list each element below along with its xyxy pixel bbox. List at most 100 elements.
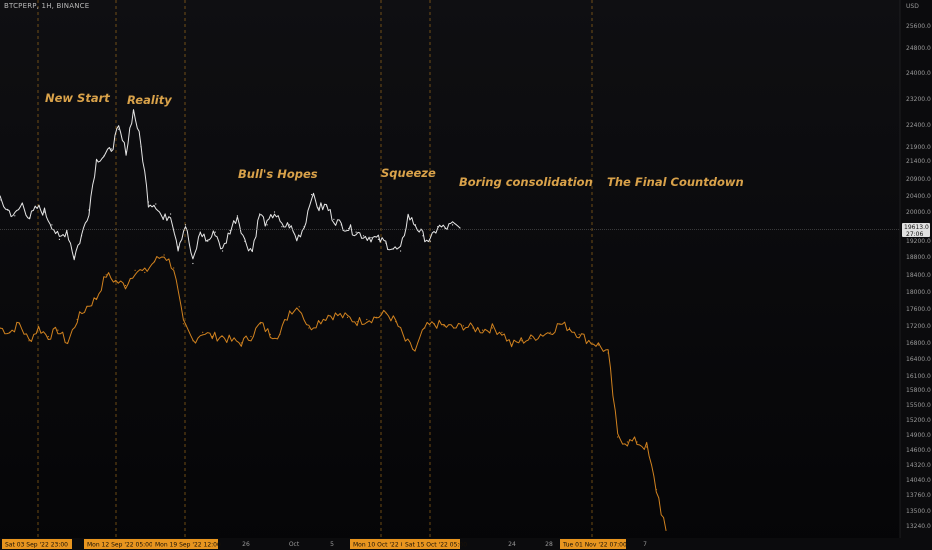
white-series-point	[140, 146, 142, 148]
orange-series-point	[327, 314, 329, 316]
price-tick-label: 13240.0	[906, 523, 931, 530]
time-axis-tags: Sat 03 Sep '22 23:00 Mon 12 Sep '22 05:00…	[2, 539, 627, 549]
orange-series-point	[414, 350, 416, 352]
price-tick-label: 17200.0	[906, 323, 931, 330]
price-tick-label: 23200.0	[906, 96, 931, 103]
white-series-point	[207, 240, 209, 242]
white-series-point	[259, 213, 261, 215]
orange-series-point	[38, 327, 40, 329]
orange-series-point	[57, 329, 59, 331]
price-axis-ticks: 25600.0 24800.0 24000.0 23200.0 22400.0 21900…	[906, 23, 931, 530]
white-series-point	[429, 240, 431, 242]
white-series-point	[110, 148, 112, 150]
price-tick-label: 14600.0	[906, 447, 931, 454]
white-series-point	[43, 211, 46, 213]
time-tag: Sat 03 Sep '22 23:00	[2, 539, 72, 549]
orange-series-point	[173, 267, 175, 269]
time-tag: Mon 19 Sep '22 12:00	[152, 539, 221, 549]
time-tag: Mon 12 Sep '22 05:00	[84, 539, 153, 549]
white-series-point	[155, 203, 157, 205]
orange-series-point	[317, 321, 320, 323]
orange-series-point	[433, 323, 435, 325]
white-series-point	[184, 224, 187, 226]
price-tick-label: 13500.0	[906, 508, 931, 515]
white-series-point	[229, 229, 231, 231]
annotation-label: Boring consolidation	[459, 175, 593, 189]
white-series	[0, 109, 461, 265]
time-tag: Mon 10 Oct '22 0	[350, 539, 405, 549]
annotation-label: New Start	[45, 91, 110, 105]
orange-series-point	[597, 344, 600, 346]
white-series-line	[0, 109, 461, 261]
orange-series-point	[520, 340, 522, 342]
price-tick-label: 20400.0	[906, 193, 931, 200]
white-series-point	[29, 217, 31, 219]
orange-series-point	[86, 306, 88, 308]
orange-series-point	[0, 327, 1, 329]
white-series-point	[125, 151, 127, 153]
orange-series-point	[636, 441, 638, 443]
orange-series-point	[298, 306, 300, 308]
orange-series-point	[482, 329, 484, 331]
white-series-point	[244, 240, 246, 242]
orange-series-point	[655, 488, 657, 491]
white-series-point	[348, 227, 350, 230]
time-tick-label: 24	[508, 541, 516, 548]
price-tick-label: 15500.0	[906, 402, 931, 409]
white-series-point	[414, 224, 417, 226]
currency-label: USD	[906, 3, 919, 10]
white-series-point	[266, 224, 268, 226]
price-tick-label: 21400.0	[906, 158, 931, 165]
white-series-point	[6, 209, 8, 211]
white-series-point	[385, 242, 387, 244]
white-series-point	[73, 256, 75, 258]
orange-series-point	[124, 284, 127, 287]
orange-series-point	[153, 260, 155, 262]
current-price-label: 19613.0	[904, 224, 929, 231]
orange-series-point	[202, 331, 204, 333]
orange-series-point	[559, 323, 561, 325]
white-series-point	[36, 207, 38, 209]
orange-series-point	[588, 340, 590, 342]
orange-series-point	[626, 441, 629, 443]
white-series-point	[0, 199, 1, 201]
time-tag: Tue 01 Nov '22 07:00	[560, 539, 627, 549]
orange-series-point	[424, 327, 426, 329]
orange-series-point	[549, 331, 551, 333]
orange-series-point	[491, 327, 493, 329]
annotations: New Start Reality Bull's Hopes Squeeze Borin…	[45, 91, 744, 189]
white-series-point	[444, 227, 446, 230]
annotation-label: The Final Countdown	[607, 175, 744, 189]
orange-series-point	[250, 335, 252, 338]
orange-series-point	[530, 338, 532, 340]
orange-series-point	[404, 340, 406, 342]
orange-series-point	[375, 316, 377, 318]
white-series-point	[162, 218, 164, 220]
time-tag-label: Tue 01 Nov '22 07:00	[562, 542, 627, 549]
orange-series-point	[134, 269, 136, 271]
price-axis-panel[interactable]	[900, 0, 932, 540]
time-tag-box	[84, 539, 152, 549]
white-series-point	[199, 231, 201, 233]
time-axis-panel[interactable]	[0, 538, 932, 550]
price-tick-label: 18000.0	[906, 289, 931, 296]
white-series-point	[407, 215, 409, 217]
time-tick-label: 26	[242, 541, 250, 548]
white-series-point	[355, 231, 357, 233]
white-series-point	[459, 227, 461, 229]
white-series-point	[340, 224, 342, 226]
countdown-label: 27:06	[906, 231, 923, 238]
white-series-point	[14, 215, 16, 217]
price-tick-label: 15800.0	[906, 387, 931, 394]
orange-series-point	[18, 323, 20, 325]
orange-series-point	[231, 340, 233, 342]
orange-series-point	[511, 344, 513, 346]
price-tick-label: 18400.0	[906, 272, 931, 279]
time-axis-ticks: 26 Oct 5 24 28 7	[242, 541, 647, 548]
current-price-tag: 19613.0 27:06	[902, 223, 930, 238]
orange-series-point	[646, 446, 648, 448]
orange-series-line	[0, 256, 667, 531]
orange-series-point	[221, 335, 223, 338]
